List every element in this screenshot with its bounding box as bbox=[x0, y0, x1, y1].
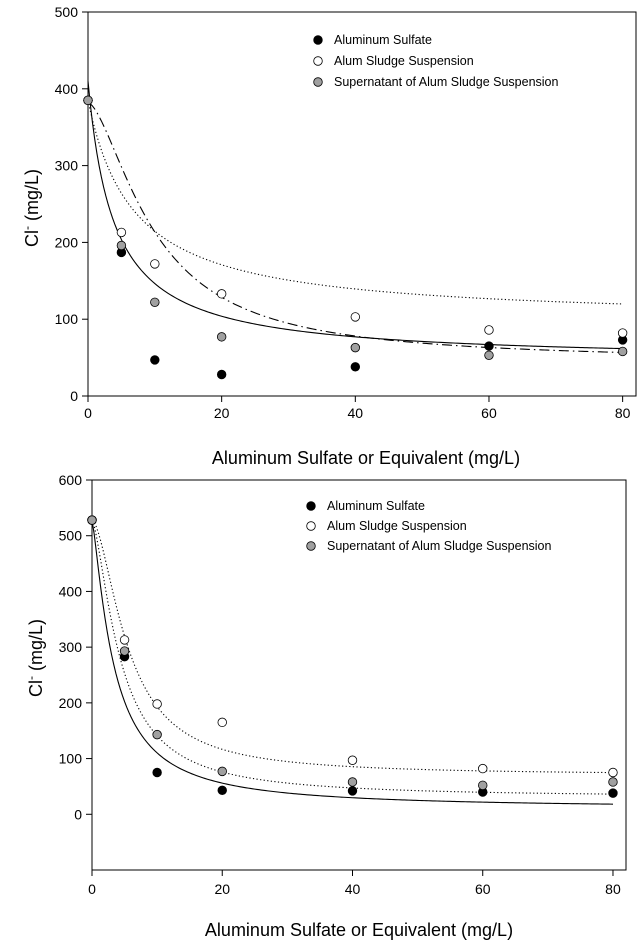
data-point bbox=[608, 767, 618, 778]
legend-marker bbox=[313, 77, 323, 87]
x-axis-title: Aluminum Sulfate or Equivalent (mg/L) bbox=[212, 448, 520, 468]
plot-frame bbox=[91, 479, 627, 871]
data-point bbox=[484, 350, 494, 360]
chart-top: 0 20 40 60 80 0 100 200 300 400 500 Aluminum Sulfa… bbox=[20, 4, 637, 468]
x-tick-label: 60 bbox=[475, 881, 491, 897]
fit-curve bbox=[91, 520, 613, 805]
data-point bbox=[484, 325, 494, 335]
y-tick-label: 300 bbox=[59, 639, 83, 655]
data-point bbox=[478, 780, 488, 791]
y-tick-label: 100 bbox=[55, 311, 79, 327]
y-tick-label: 200 bbox=[59, 695, 83, 711]
y-tick-label: 300 bbox=[55, 158, 79, 174]
data-point bbox=[217, 785, 227, 796]
data-point bbox=[152, 729, 162, 740]
data-point bbox=[617, 346, 628, 357]
legend-label: Alum Sludge Suspension bbox=[334, 54, 474, 68]
y-axis-title-superscript: - bbox=[20, 226, 34, 230]
data-point bbox=[116, 227, 127, 238]
y-axis-title-unit: (mg/L) bbox=[22, 169, 42, 226]
legend-label: Aluminum Sulfate bbox=[327, 499, 425, 513]
chart-bottom: 0 20 40 60 80 0 100 200 300 400 500 600 Aluminum Su… bbox=[24, 472, 627, 940]
fit-curve bbox=[87, 100, 623, 305]
data-point bbox=[119, 646, 130, 656]
fit-curve bbox=[91, 519, 613, 774]
y-axis-title: Cl- (mg/L) bbox=[24, 619, 46, 697]
data-point bbox=[347, 755, 358, 765]
y-axis-title-main: Cl bbox=[26, 680, 46, 697]
data-point bbox=[608, 788, 618, 798]
legend-marker bbox=[313, 56, 323, 66]
data-point bbox=[150, 355, 160, 365]
data-point bbox=[484, 341, 494, 351]
y-axis-title: Cl- (mg/L) bbox=[20, 169, 42, 247]
x-tick-label: 80 bbox=[605, 881, 621, 897]
fit-curves bbox=[91, 519, 613, 805]
data-point bbox=[347, 786, 358, 796]
data-point bbox=[217, 766, 227, 777]
data-point bbox=[216, 289, 227, 299]
legend: Aluminum Sulfate Alum Sludge Suspension Su… bbox=[313, 33, 559, 89]
fit-curves bbox=[87, 81, 623, 354]
data-point bbox=[217, 717, 227, 728]
y-tick-label: 100 bbox=[59, 751, 83, 767]
data-point bbox=[152, 767, 162, 778]
data-point bbox=[347, 777, 358, 787]
data-point bbox=[119, 635, 130, 645]
axes: 0 20 40 60 80 0 100 200 300 400 500 bbox=[55, 4, 637, 421]
fit-curve bbox=[91, 519, 613, 795]
legend-label: Alum Sludge Suspension bbox=[327, 519, 467, 533]
legend-label: Aluminum Sulfate bbox=[334, 33, 432, 47]
x-tick-label: 0 bbox=[88, 881, 96, 897]
x-tick-label: 60 bbox=[481, 405, 497, 421]
legend-label: Supernatant of Alum Sludge Suspension bbox=[334, 75, 559, 89]
data-point bbox=[608, 777, 618, 787]
data-point bbox=[83, 95, 93, 106]
data-point bbox=[116, 240, 127, 251]
legend-label: Supernatant of Alum Sludge Suspension bbox=[327, 539, 552, 553]
y-tick-label: 400 bbox=[59, 583, 83, 599]
data-point bbox=[478, 763, 488, 774]
data-point bbox=[350, 312, 361, 322]
legend-marker bbox=[306, 521, 316, 531]
y-tick-label: 200 bbox=[55, 234, 79, 250]
data-point bbox=[150, 259, 160, 269]
y-tick-label: 500 bbox=[59, 528, 83, 544]
y-tick-label: 600 bbox=[59, 472, 83, 488]
legend-marker bbox=[306, 501, 316, 511]
legend: Aluminum Sulfate Alum Sludge Suspension Su… bbox=[306, 499, 552, 553]
fit-curve bbox=[87, 81, 623, 350]
x-tick-label: 40 bbox=[345, 881, 361, 897]
y-axis-title-superscript: - bbox=[24, 676, 38, 680]
data-point bbox=[216, 369, 227, 380]
axes: 0 20 40 60 80 0 100 200 300 400 500 600 bbox=[59, 472, 627, 897]
y-tick-label: 400 bbox=[55, 81, 79, 97]
data-point bbox=[617, 328, 628, 338]
data-point bbox=[150, 297, 160, 308]
fit-curve bbox=[87, 102, 623, 354]
legend-marker bbox=[313, 35, 323, 45]
y-tick-label: 0 bbox=[70, 388, 78, 404]
data-points bbox=[87, 515, 618, 798]
x-axis-title: Aluminum Sulfate or Equivalent (mg/L) bbox=[205, 920, 513, 940]
data-point bbox=[152, 699, 162, 709]
data-point bbox=[87, 515, 97, 525]
x-tick-label: 20 bbox=[214, 881, 230, 897]
data-point bbox=[350, 362, 361, 372]
data-point bbox=[216, 332, 227, 342]
x-tick-label: 40 bbox=[348, 405, 364, 421]
x-tick-label: 80 bbox=[615, 405, 631, 421]
y-tick-label: 500 bbox=[55, 4, 79, 20]
y-axis-title-main: Cl bbox=[22, 230, 42, 247]
legend-marker bbox=[306, 541, 316, 551]
x-tick-label: 0 bbox=[84, 405, 92, 421]
data-point bbox=[350, 342, 361, 353]
data-points bbox=[83, 95, 628, 380]
plot-frame bbox=[87, 11, 637, 397]
y-axis-title-unit: (mg/L) bbox=[26, 619, 46, 676]
y-tick-label: 0 bbox=[74, 806, 82, 822]
x-tick-label: 20 bbox=[214, 405, 230, 421]
